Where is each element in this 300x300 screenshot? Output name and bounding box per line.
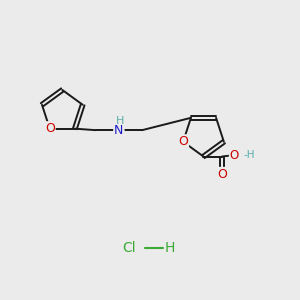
Text: O: O	[45, 122, 55, 135]
Text: Cl: Cl	[122, 241, 136, 255]
Text: O: O	[178, 135, 188, 148]
Text: O: O	[230, 149, 239, 162]
Text: -H: -H	[243, 150, 255, 160]
Text: H: H	[165, 241, 175, 255]
Text: H: H	[116, 116, 124, 126]
Text: O: O	[217, 168, 227, 181]
Text: N: N	[114, 124, 124, 137]
